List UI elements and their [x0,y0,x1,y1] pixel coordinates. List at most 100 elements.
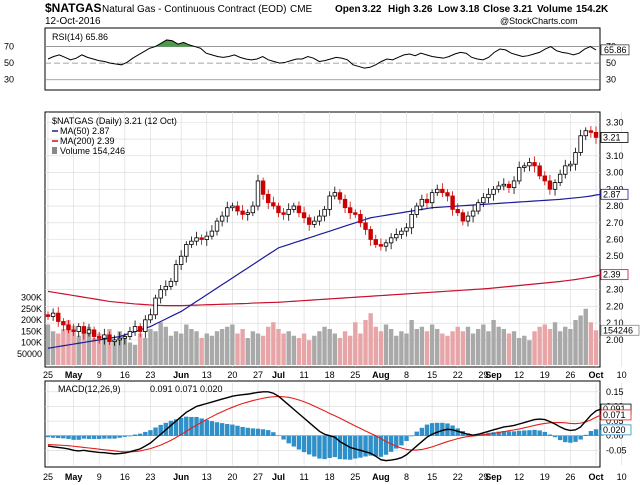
volume-bar [481,324,486,365]
date-axis-label: Jun [173,370,189,380]
macd-histogram-bar [97,435,102,439]
macd-histogram-bar [76,435,81,440]
macd-histogram-bar [158,424,163,436]
candle-body [419,198,425,207]
macd-histogram-bar [240,426,245,436]
volume-bar [194,331,199,365]
macd-histogram-bar [506,431,512,436]
last-close-marker-box [600,132,629,143]
macd-histogram-bar [137,433,143,436]
price-axis-tick: 3.00 [606,168,624,178]
macd-histogram-bar [394,435,399,449]
candle-body [306,217,312,225]
volume-bar [414,329,419,365]
volume-bar [158,322,163,365]
date-axis-label: 15 [427,370,437,380]
date-axis-label: 8 [404,472,409,482]
signal-value-box [600,409,632,421]
chart-header: $NATGAS Natural Gas - Continuous Contrac… [45,1,609,27]
chart-date: 12-Oct-2016 [45,16,101,27]
price-axis-tick: 2.60 [606,235,624,245]
volume-bar [91,338,97,365]
macd-histogram-bar [440,422,445,436]
macd-histogram-bar [532,429,537,436]
candle-body [440,188,445,194]
macd-legend-name: MACD(12,26,9) [58,384,121,394]
candle-body [50,312,56,317]
candle-body [332,192,338,197]
candle-body [404,227,409,232]
date-axis-label: 26 [565,472,575,482]
macd-histogram-bar [245,427,250,436]
rsi-panel: 70705050303065.86 RSI(14) 65.86 [4,27,630,91]
macd-histogram-bar [511,431,517,436]
open-value: 3.22 [362,4,382,15]
macd-histogram-bar [358,435,363,458]
candle-body [378,244,384,247]
candle-body [260,180,266,195]
volume-bar [337,338,343,365]
volume-label: Volume [537,4,573,15]
volume-bar [486,331,491,365]
macd-axis-tick: 0.15 [606,387,624,397]
date-axis-label: Aug [372,472,390,482]
candle-body [276,205,281,214]
macd-axis-tick: 0.00 [606,431,624,441]
volume-bar [184,324,189,365]
volume-axis-tick: 300K [21,293,42,303]
candle-body [537,165,542,177]
volume-bar [332,333,338,365]
volume-bar [306,340,312,365]
macd-histogram-bar [404,435,409,441]
candle-body [342,198,348,209]
volume-legend-swatch [52,147,57,154]
candle-body [347,207,353,214]
macd-histogram-bar [424,424,430,436]
macd-histogram-bar [286,435,291,444]
candle-body [394,234,399,239]
macd-histogram-bar [378,435,384,457]
date-axis-label: 8 [404,370,409,380]
macd-legend: MACD(12,26,9) 0.091 0.071 0.020 [58,384,223,394]
volume-marker-box [600,324,640,336]
volume-bar [225,326,230,365]
exchange-label: CME [290,4,313,15]
candle-body [435,188,440,194]
macd-histogram-bar [50,435,56,438]
macd-legend-signal: 0.071 [175,384,198,394]
candle-body [66,324,71,331]
date-axis-label: 19 [540,472,550,482]
candle-body [301,212,307,219]
candle-body [71,329,76,332]
candle-body [491,188,496,195]
candle-body [250,205,256,214]
volume-bar [255,333,261,365]
date-axis-label: 18 [325,370,335,380]
macd-histogram-bar [337,435,343,460]
high-label: High [388,4,410,15]
date-axis-label: 13 [202,370,212,380]
candle-body [225,207,230,217]
volume-bar [399,331,404,365]
price-axis-tick: 2.80 [606,201,624,211]
candle-body [184,244,189,257]
volume-bar [394,335,399,365]
macd-histogram-bar [66,435,71,439]
candle-body [97,336,102,339]
macd-histogram-bar [429,423,435,436]
macd-histogram-bar [194,416,199,436]
rsi-axis-tick-left: 30 [4,75,14,85]
volume-legend: Volume 154,246 [60,146,125,156]
candle-body [245,212,250,215]
rsi-legend: RSI(14) 65.86 [52,32,108,42]
ma200-marker-label: 2.39 [603,270,621,280]
candle-body [547,180,553,190]
macd-histogram-bar [71,435,76,440]
close-label: Close [483,4,511,15]
macd-histogram-bar [112,435,117,439]
macd-line [47,391,602,462]
volume-bar [322,326,327,365]
date-axis-label: 20 [227,472,237,482]
volume-bar [235,333,240,365]
volume-bar [440,333,445,365]
